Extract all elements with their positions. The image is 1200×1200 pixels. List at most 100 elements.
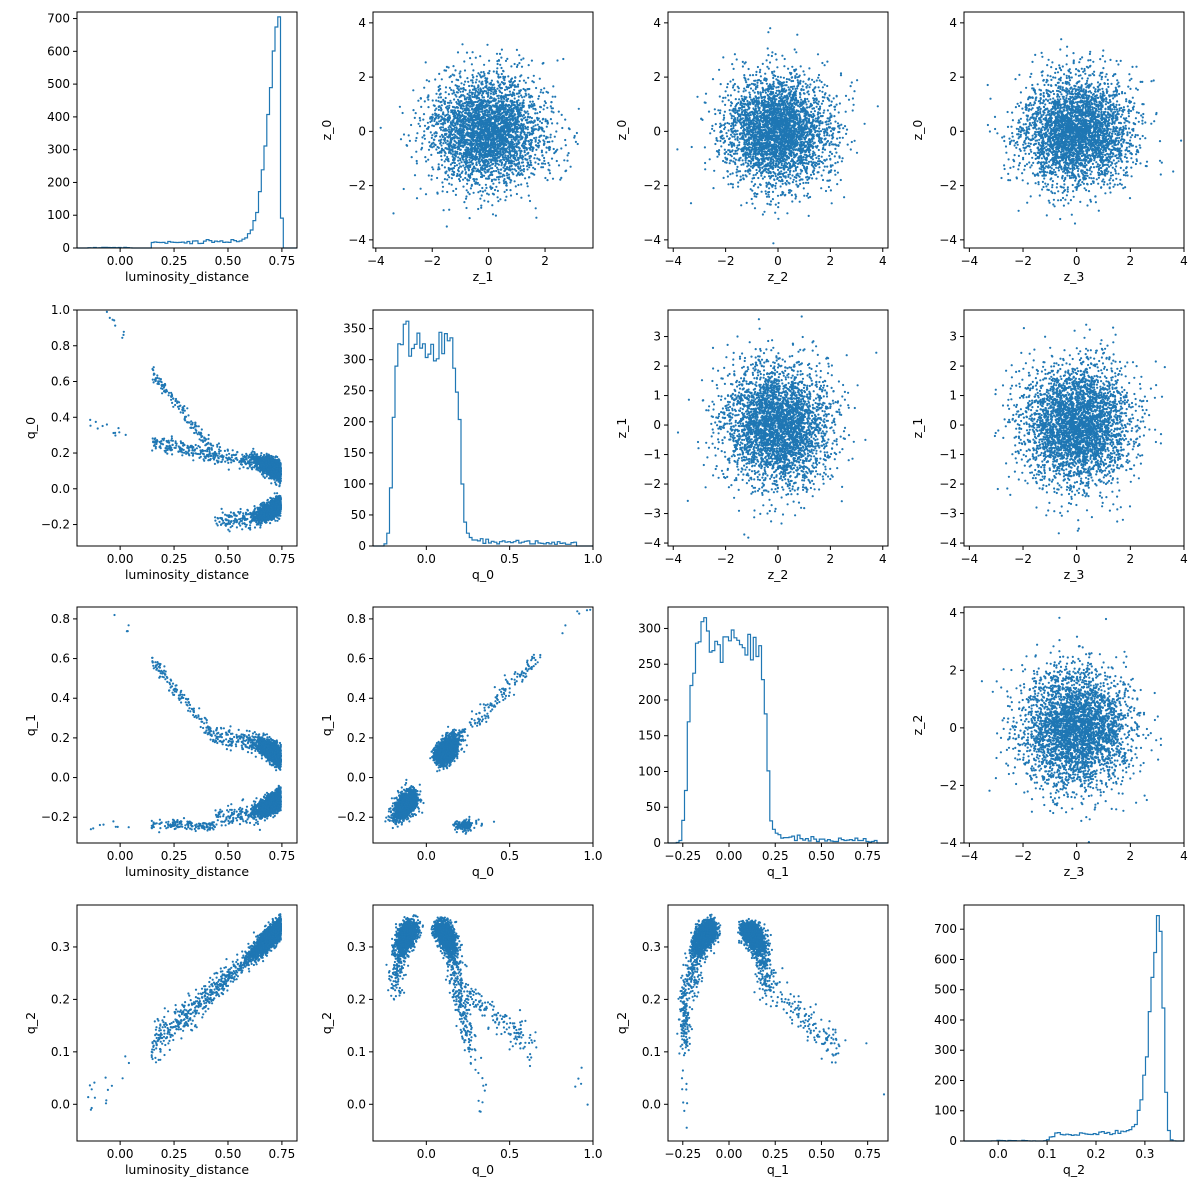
scatter-point (482, 87, 485, 90)
scatter-point (779, 176, 783, 179)
scatter-point (743, 76, 746, 79)
scatter-point (497, 116, 500, 119)
scatter-point (487, 94, 490, 97)
scatter-point (569, 165, 572, 168)
scatter-point (424, 193, 428, 196)
scatter-point (421, 136, 424, 139)
scatter-point (477, 92, 480, 95)
scatter-point (430, 174, 433, 177)
axes-frame (76, 11, 298, 249)
scatter-point (510, 138, 513, 141)
scatter-point (493, 110, 496, 113)
scatter-point (755, 70, 758, 73)
scatter-point (509, 81, 512, 84)
scatter-point (489, 139, 492, 142)
scatter-point (460, 134, 463, 137)
scatter-point (471, 51, 474, 54)
scatter-point (420, 148, 423, 151)
scatter-point (466, 179, 469, 182)
scatter-point (455, 164, 459, 167)
scatter-point (524, 154, 527, 157)
scatter-point (468, 135, 471, 138)
scatter-point (492, 135, 495, 138)
scatter-point (507, 94, 510, 97)
scatter-point (429, 145, 432, 148)
scatter-point (726, 86, 729, 89)
scatter-point (498, 52, 502, 56)
scatter-point (763, 175, 766, 178)
scatter-point (494, 132, 497, 135)
scatter-point (468, 109, 471, 112)
scatter-point (492, 146, 495, 149)
scatter-point (439, 96, 443, 99)
scatter-point (455, 127, 458, 130)
scatter-point (429, 117, 432, 120)
scatter-point (542, 143, 546, 146)
scatter-point (527, 64, 530, 67)
scatter-point (478, 80, 481, 83)
scatter-point (497, 200, 500, 203)
scatter-point (504, 133, 507, 136)
scatter-point (468, 115, 471, 118)
scatter-point (414, 139, 417, 142)
scatter-point (496, 159, 499, 163)
scatter-point (440, 138, 443, 141)
scatter-point (505, 188, 508, 192)
scatter-point (773, 70, 776, 73)
scatter-point (540, 134, 543, 137)
scatter-point (464, 80, 467, 83)
scatter-point (492, 170, 495, 173)
scatter-point (485, 81, 488, 85)
scatter-point (465, 51, 469, 54)
scatter-point (489, 147, 492, 150)
x-tick-label: −2 (423, 254, 441, 268)
scatter-point (748, 91, 751, 94)
scatter-point (506, 159, 509, 162)
scatter-point (447, 166, 450, 170)
scatter-point (452, 128, 455, 131)
scatter-point (472, 69, 475, 72)
scatter-point (491, 158, 494, 161)
scatter-point (542, 139, 545, 142)
scatter-point (464, 155, 467, 158)
scatter-point (487, 175, 490, 178)
scatter-point (556, 59, 559, 62)
scatter-point (446, 120, 449, 123)
scatter-point (527, 76, 530, 79)
scatter-point (792, 178, 795, 181)
scatter-point (508, 166, 511, 169)
scatter-point (500, 164, 503, 167)
scatter-point (461, 170, 464, 173)
scatter-point (821, 90, 824, 93)
scatter-point (504, 59, 508, 63)
scatter-point (472, 76, 475, 79)
scatter-point (502, 70, 505, 73)
scatter-point (516, 63, 519, 67)
scatter-point (513, 79, 517, 83)
scatter-point (454, 116, 457, 119)
x-tick-label: 0.25 (161, 254, 188, 268)
scatter-point (529, 161, 533, 164)
scatter-point (536, 112, 539, 115)
scatter-point (471, 170, 475, 173)
scatter-point (497, 178, 500, 181)
scatter-point (449, 121, 453, 124)
scatter-point (460, 82, 463, 85)
scatter-point (547, 168, 550, 171)
scatter-point (503, 88, 507, 91)
scatter-point (500, 125, 503, 128)
scatter-point (747, 67, 750, 71)
scatter-point (494, 123, 497, 126)
scatter-point (463, 201, 466, 204)
scatter-point (427, 106, 430, 109)
scatter-point (527, 112, 530, 115)
scatter-point (560, 147, 563, 150)
scatter-point (479, 150, 482, 153)
scatter-point (740, 123, 743, 126)
scatter-point (549, 133, 552, 136)
y-tick-label: 0 (358, 124, 366, 138)
scatter-point (482, 148, 485, 152)
scatter-point (426, 96, 429, 99)
scatter-point (477, 99, 480, 102)
scatter-point (559, 178, 562, 181)
